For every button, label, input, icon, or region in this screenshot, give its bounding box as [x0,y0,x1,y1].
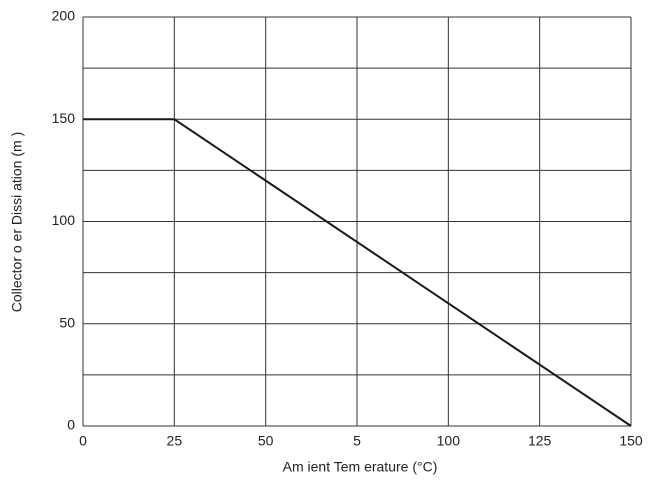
x-tick-label: 5 [353,433,361,449]
data-line [83,118,632,427]
x-tick-label: 125 [528,433,552,449]
x-tick-label: 50 [258,433,274,449]
x-axis-label: Am ient Tem erature (°C) [283,459,438,475]
x-tick-label: 25 [167,433,183,449]
y-tick-label: 150 [52,110,76,126]
y-tick-label: 100 [52,212,76,228]
x-tick-label: 150 [619,433,643,449]
y-tick-label: 50 [59,314,75,330]
y-tick-label: 200 [52,8,76,24]
x-tick-label: 0 [79,433,87,449]
x-tick-label: 100 [437,433,461,449]
y-tick-label: 0 [67,417,75,433]
y-axis-label: Collector o er Dissi ation (m ) [9,132,25,313]
